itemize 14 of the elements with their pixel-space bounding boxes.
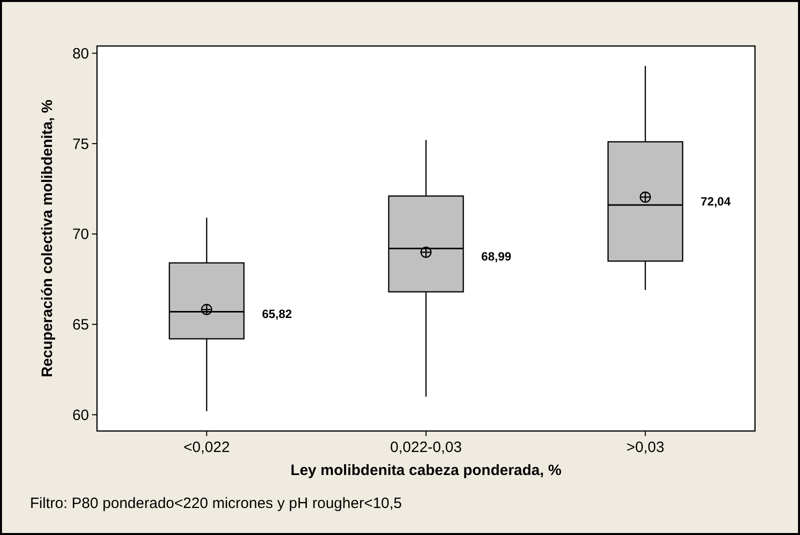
x-tick-label: 0,022-0,03 [390, 439, 462, 456]
y-tick-label: 65 [72, 316, 89, 334]
y-axis-title: Recuperación colectiva molibdenita, % [39, 100, 56, 378]
x-tick-label: <0,022 [184, 439, 230, 456]
y-tick-label: 60 [72, 406, 89, 424]
annotation: 65,82 [262, 306, 292, 321]
y-tick-label: 80 [72, 45, 89, 62]
x-axis-title: Ley molibdenita cabeza ponderada, % [290, 462, 562, 479]
x-tick-label: >0,03 [626, 439, 664, 456]
annotation: 68,99 [481, 250, 512, 264]
annotation: 72,04 [700, 194, 731, 209]
text: Filtro: P80 ponderado<220 micrones y pH rougher<10,5 [30, 495, 402, 512]
y-tick-label: 70 [72, 226, 89, 244]
y-tick-label: 75 [72, 136, 89, 153]
